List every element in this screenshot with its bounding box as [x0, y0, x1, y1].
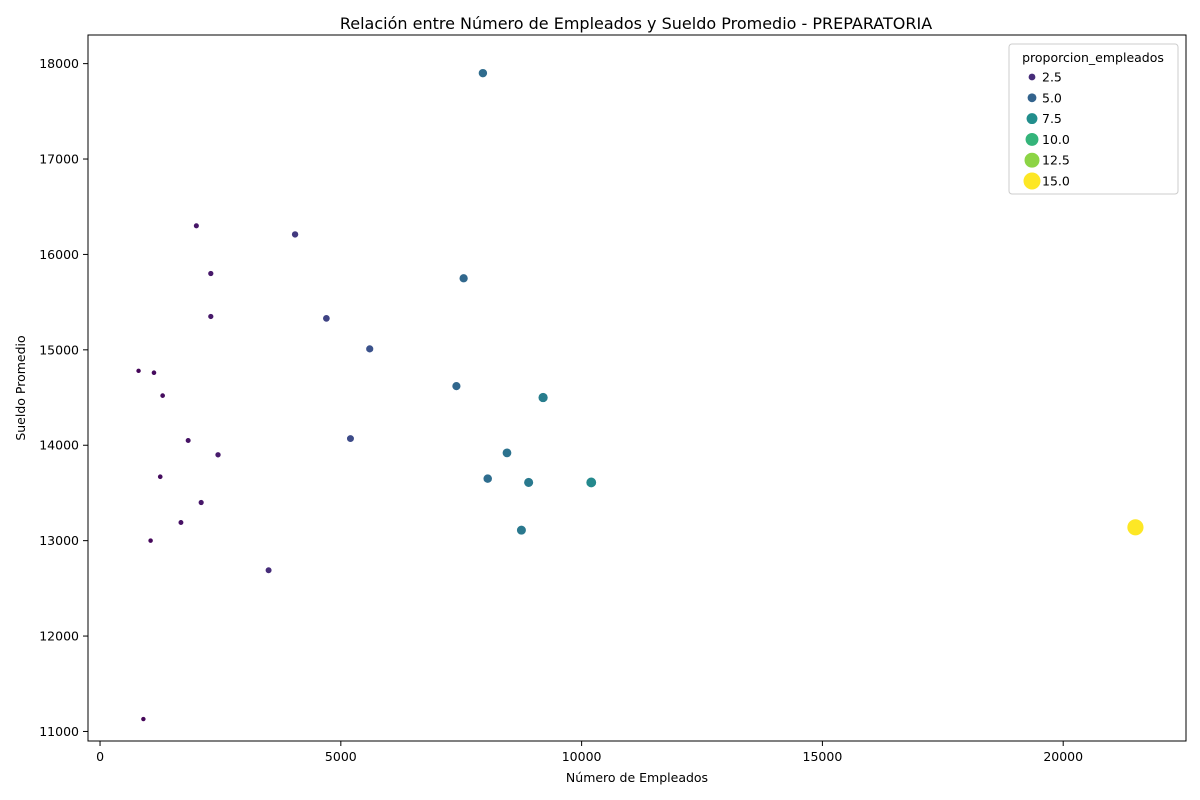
data-point	[135, 367, 142, 374]
legend-entries: 2.5 5.0 7.5 10.0 12.5 15.0	[1023, 70, 1070, 190]
y-tick-label: 17000	[39, 152, 79, 167]
data-point	[482, 473, 493, 484]
data-point	[346, 434, 355, 443]
data-point	[193, 222, 200, 230]
x-axis-label: Número de Empleados	[566, 770, 708, 785]
legend-title: proporcion_empleados	[1022, 50, 1164, 65]
legend-label: 2.5	[1042, 70, 1062, 85]
legend-marker	[1025, 132, 1039, 146]
legend-marker	[1026, 113, 1038, 125]
legend-label: 7.5	[1042, 111, 1062, 126]
data-point	[451, 381, 462, 391]
y-tick-label: 12000	[39, 629, 79, 644]
legend-label: 5.0	[1042, 90, 1062, 105]
plot-area-frame	[87, 34, 1187, 742]
legend: proporcion_empleados 2.5 5.0 7.5 10.0 12.5 15…	[1008, 43, 1179, 195]
data-point	[207, 313, 215, 320]
data-point	[147, 537, 154, 544]
data-point	[523, 477, 534, 488]
data-point	[177, 519, 185, 526]
data-point	[365, 344, 375, 354]
y-tick-label: 15000	[39, 342, 79, 357]
x-tick-label: 15000	[803, 749, 843, 764]
data-point	[207, 270, 215, 277]
legend-box	[1008, 43, 1179, 195]
y-axis-label: Sueldo Promedio	[13, 335, 28, 440]
y-tick-label: 11000	[39, 724, 79, 739]
y-tick-label: 16000	[39, 247, 79, 262]
data-point	[585, 476, 597, 489]
chart-title: Relación entre Número de Empleados y Sue…	[340, 14, 932, 33]
data-point	[537, 392, 549, 403]
legend-marker	[1024, 152, 1040, 168]
legend-marker	[1023, 172, 1041, 190]
y-axis: 11000 12000 13000 14000 15000 16000 17000 18000	[39, 56, 88, 739]
data-point	[516, 524, 527, 536]
x-tick-label: 0	[96, 749, 104, 764]
x-tick-label: 10000	[562, 749, 602, 764]
data-point	[1126, 518, 1145, 537]
points-layer	[135, 68, 1145, 723]
y-tick-label: 13000	[39, 533, 79, 548]
data-point	[150, 369, 158, 376]
data-point	[197, 499, 205, 506]
data-point	[184, 437, 192, 444]
legend-marker	[1028, 73, 1036, 81]
legend-label: 15.0	[1042, 174, 1070, 189]
y-tick-label: 18000	[39, 56, 79, 71]
x-tick-label: 20000	[1043, 749, 1083, 764]
data-point	[477, 68, 488, 79]
y-tick-label: 14000	[39, 438, 79, 453]
data-point	[264, 566, 273, 575]
data-point	[140, 716, 147, 723]
legend-label: 10.0	[1042, 132, 1070, 147]
data-point	[291, 230, 300, 239]
legend-marker	[1027, 93, 1037, 103]
data-point	[322, 314, 331, 323]
x-tick-label: 5000	[325, 749, 357, 764]
data-point	[214, 451, 222, 459]
data-point	[458, 273, 469, 284]
x-axis: 0 5000 10000 15000 20000	[96, 741, 1083, 764]
data-point	[159, 392, 166, 399]
legend-label: 12.5	[1042, 153, 1070, 168]
data-point	[501, 447, 513, 459]
data-point	[157, 473, 164, 480]
